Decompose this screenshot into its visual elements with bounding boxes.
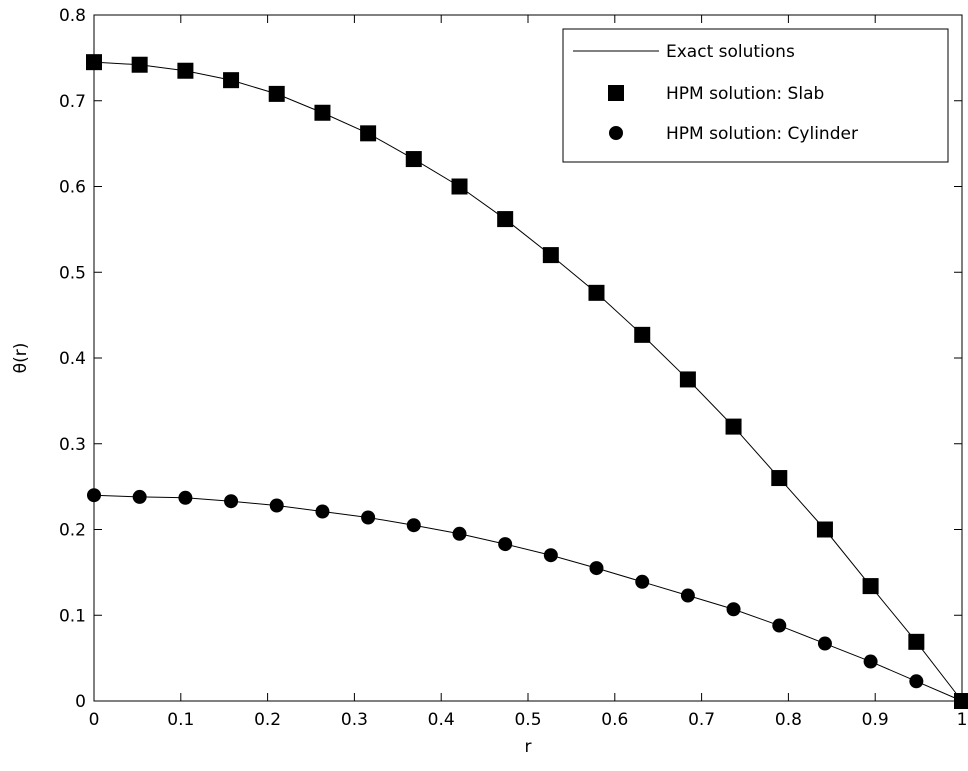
- data-point-circle: [543, 548, 558, 563]
- data-point-square: [177, 62, 194, 79]
- data-point-circle: [178, 490, 193, 505]
- data-point-circle: [955, 694, 968, 708]
- x-tick-label: 1: [957, 710, 968, 730]
- y-tick-label: 0: [75, 692, 86, 712]
- data-point-circle: [224, 494, 239, 509]
- x-tick-label: 0.5: [514, 710, 541, 730]
- data-point-circle: [452, 526, 467, 541]
- data-point-circle: [680, 588, 695, 603]
- data-point-circle: [726, 602, 741, 617]
- y-tick-label: 0.2: [59, 521, 86, 541]
- data-point-circle: [635, 574, 650, 589]
- y-tick-label: 0.1: [59, 606, 86, 626]
- data-point-square: [497, 211, 514, 228]
- data-point-circle: [87, 488, 101, 503]
- data-point-square: [908, 633, 925, 650]
- data-point-circle: [909, 674, 924, 689]
- data-point-square: [405, 151, 422, 168]
- y-tick-label: 0.5: [59, 263, 86, 283]
- x-axis-label: r: [525, 737, 532, 757]
- data-point-square: [360, 125, 377, 142]
- y-tick-label: 0.8: [59, 6, 86, 26]
- data-point-square: [588, 284, 605, 301]
- data-point-circle: [772, 618, 787, 633]
- x-tick-label: 0.2: [254, 710, 281, 730]
- x-tick-label: 0.1: [167, 710, 194, 730]
- x-tick-label: 0.4: [428, 710, 455, 730]
- y-tick-label: 0.3: [59, 435, 86, 455]
- data-point-circle: [361, 510, 376, 525]
- data-point-square: [725, 418, 742, 435]
- x-tick-label: 0.8: [775, 710, 802, 730]
- data-point-circle: [406, 518, 421, 533]
- x-tick-label: 0.9: [862, 710, 889, 730]
- data-point-square: [679, 371, 696, 388]
- data-point-circle: [498, 537, 513, 552]
- y-tick-label: 0.4: [59, 349, 86, 369]
- data-point-square: [314, 104, 331, 121]
- legend: Exact solutions HPM solution: Slab HPM sol…: [562, 28, 949, 163]
- data-point-circle: [589, 561, 604, 576]
- data-point-square: [268, 85, 285, 102]
- data-point-square: [862, 578, 879, 595]
- data-point-circle: [315, 504, 330, 519]
- x-tick-label: 0: [89, 710, 100, 730]
- legend-circle-sample: [609, 126, 623, 140]
- data-point-square: [771, 470, 788, 487]
- x-tick-label: 0.7: [688, 710, 715, 730]
- series-layer: [86, 54, 968, 709]
- data-point-circle: [132, 489, 147, 504]
- legend-square-sample: [608, 85, 624, 101]
- y-tick-label: 0.6: [59, 178, 86, 198]
- legend-entry-label: HPM solution: Cylinder: [666, 124, 858, 144]
- data-point-square: [542, 247, 559, 264]
- legend-entry-label: HPM solution: Slab: [666, 84, 824, 104]
- data-point-circle: [863, 654, 878, 669]
- series-line: [93, 494, 963, 702]
- x-tick-label: 0.3: [341, 710, 368, 730]
- data-point-square: [816, 521, 833, 538]
- y-tick-label: 0.7: [59, 92, 86, 112]
- data-point-square: [634, 326, 651, 343]
- data-point-circle: [817, 636, 832, 651]
- legend-entry-label: Exact solutions: [666, 42, 795, 62]
- x-tick-label: 0.6: [601, 710, 628, 730]
- data-point-square: [451, 178, 468, 195]
- y-axis-label: θ(r): [11, 343, 31, 374]
- data-point-square: [131, 56, 148, 73]
- data-point-square: [86, 54, 102, 71]
- data-point-circle: [269, 498, 284, 513]
- data-point-square: [223, 72, 240, 89]
